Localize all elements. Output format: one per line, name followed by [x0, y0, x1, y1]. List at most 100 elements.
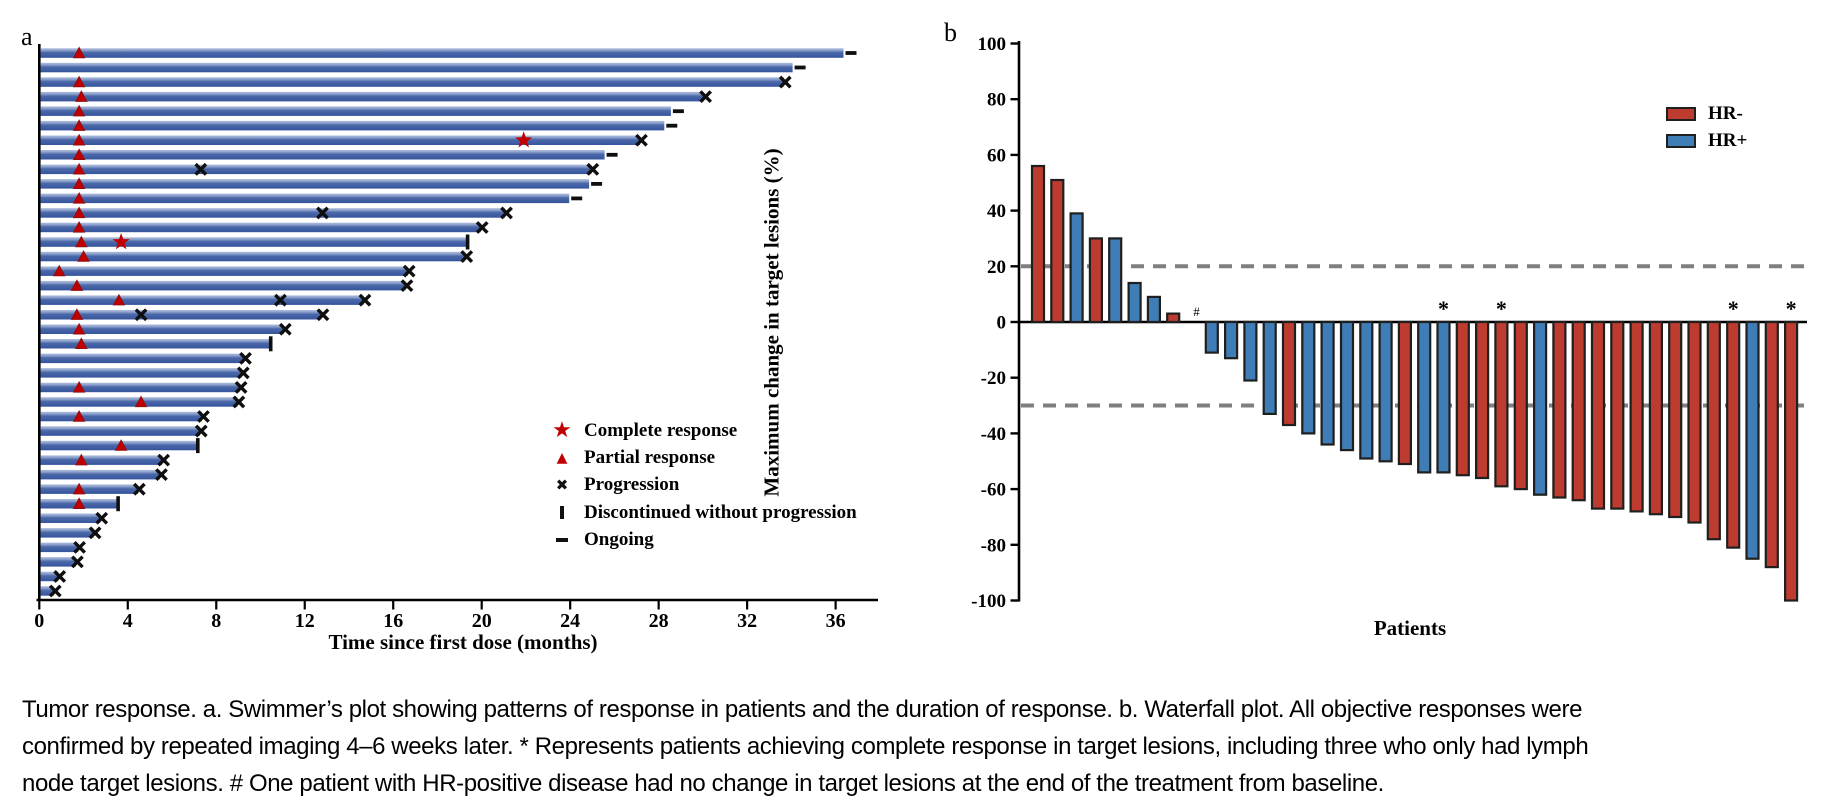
swimmer-legend: ★ Complete response ▲ Partial response ✖ Prog…	[548, 417, 857, 553]
panel-a-label: a	[21, 22, 33, 51]
waterfall-bar	[1359, 320, 1374, 460]
waterfall-y-tick-label: 60	[987, 145, 1006, 166]
dash-icon	[548, 537, 576, 542]
partial-response-marker	[72, 380, 86, 393]
partial-response-marker	[114, 439, 128, 451]
partial-response-marker	[72, 46, 86, 59]
swimmer-bar	[40, 77, 784, 87]
swimmer-bar	[40, 571, 59, 582]
progression-marker	[194, 424, 208, 438]
legend-label: Discontinued without progression	[584, 501, 857, 523]
progression-marker	[132, 482, 146, 496]
ongoing-marker	[571, 196, 583, 201]
swimmer-bar	[40, 251, 466, 262]
legend-item-hr-positive: HR+	[1666, 128, 1747, 155]
waterfall-bar	[1687, 320, 1702, 524]
swimmer-x-tick-label: 16	[383, 610, 403, 632]
progression-marker	[316, 206, 329, 220]
legend-label: HR+	[1708, 129, 1748, 151]
swimmer-x-tick-label: 4	[123, 610, 133, 632]
swimmer-bar	[40, 339, 271, 349]
swimmer-bar	[40, 586, 54, 596]
swimmer-x-tick-label: 0	[34, 610, 44, 632]
ongoing-marker	[672, 109, 684, 114]
no-change-hash: #	[1193, 304, 1200, 319]
waterfall-bar	[1417, 320, 1432, 474]
partial-response-marker	[52, 264, 66, 277]
cr-asterisk: *	[1786, 296, 1797, 321]
swimmer-bar	[40, 484, 138, 494]
ongoing-marker	[794, 65, 806, 70]
waterfall-bar	[1764, 320, 1779, 569]
swimmer-bar	[40, 324, 284, 334]
waterfall-bar	[1030, 164, 1046, 324]
waterfall-x-axis-title: Patients	[1373, 616, 1447, 640]
discontinued-marker	[465, 234, 470, 250]
waterfall-bar	[1436, 320, 1451, 474]
waterfall-bar	[1281, 320, 1297, 427]
progression-marker	[699, 90, 713, 104]
cr-asterisk: *	[1728, 296, 1739, 321]
ongoing-marker	[845, 51, 857, 55]
waterfall-legend: HR- HR+	[1666, 101, 1747, 154]
waterfall-bar	[1726, 320, 1741, 549]
waterfall-bar	[1224, 320, 1239, 360]
waterfall-plot-panel: 100 80 60 40 20 0 -20 -40 -60 -80 -100 # * * * *	[940, 0, 1835, 690]
partial-response-marker	[75, 453, 88, 466]
legend-swatch	[1666, 133, 1696, 148]
swimmer-bar	[40, 382, 240, 393]
waterfall-bar	[1050, 178, 1065, 324]
waterfall-bar	[1262, 320, 1277, 416]
partial-response-marker	[77, 250, 90, 262]
star-icon: ★	[552, 417, 572, 443]
waterfall-bar	[1166, 312, 1181, 324]
swimmer-x-tick-label: 12	[295, 610, 315, 632]
swimmer-bar	[40, 222, 481, 233]
progression-marker	[358, 293, 372, 307]
waterfall-bar	[1301, 320, 1316, 435]
legend-item-dash: Ongoing	[548, 526, 857, 553]
discontinued-marker	[268, 336, 273, 352]
waterfall-bar	[1474, 320, 1490, 480]
legend-item-x: ✖ Progression	[548, 472, 857, 499]
waterfall-bar	[1629, 320, 1644, 513]
complete-response-marker	[515, 131, 533, 148]
progression-marker	[635, 133, 648, 147]
progression-marker	[586, 162, 600, 176]
progression-marker	[239, 351, 252, 365]
waterfall-y-tick-label: -40	[981, 424, 1006, 445]
caption-line-3: node target lesions. # One patient with …	[22, 770, 1384, 797]
discontinued-marker	[116, 496, 120, 512]
partial-response-marker	[72, 191, 86, 204]
progression-marker	[48, 584, 62, 598]
waterfall-bar	[1339, 320, 1355, 452]
waterfall-y-tick-label: -80	[981, 535, 1006, 556]
progression-marker	[234, 381, 248, 394]
waterfall-bar	[1320, 320, 1335, 446]
partial-response-marker	[75, 235, 88, 248]
waterfall-bar	[1610, 320, 1625, 510]
swimmer-x-axis-title: Time since first dose (months)	[328, 630, 598, 654]
discontinued-marker	[196, 438, 200, 454]
partial-response-marker	[72, 75, 86, 88]
partial-response-marker	[134, 395, 148, 408]
swimmer-bar	[40, 179, 590, 189]
swimmer-x-tick-label: 28	[649, 610, 669, 632]
swimmer-x-tick-label: 8	[211, 610, 221, 632]
partial-response-marker	[75, 90, 88, 102]
swimmer-x-tick-label: 36	[826, 610, 846, 632]
waterfall-y-tick-label: 80	[987, 90, 1006, 111]
progression-marker	[53, 570, 67, 583]
cr-asterisk: *	[1496, 296, 1507, 321]
waterfall-y-tick-label: -60	[981, 480, 1006, 501]
swimmer-bar	[40, 150, 605, 160]
swimmer-bar	[40, 164, 592, 175]
legend-item-bar: Discontinued without progression	[548, 499, 857, 526]
swimmer-plot-panel: 0 4 8 12 16 20 24 28 32 36	[0, 0, 940, 690]
partial-response-marker	[72, 104, 86, 117]
progression-marker	[236, 366, 250, 380]
progression-marker	[157, 453, 171, 467]
partial-response-marker	[70, 308, 84, 320]
progression-marker	[88, 526, 102, 540]
swimmer-bar	[40, 557, 76, 567]
